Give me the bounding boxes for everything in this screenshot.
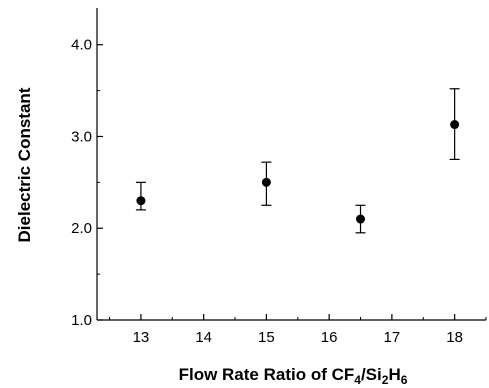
x-axis-title-part: /Si xyxy=(361,365,382,384)
marker xyxy=(261,177,271,187)
marker xyxy=(136,196,146,206)
x-tick-label: 13 xyxy=(133,329,150,346)
data-series xyxy=(135,88,460,234)
y-tick-label: 3.0 xyxy=(71,128,92,145)
x-axis-title: Flow Rate Ratio of CF4/Si2H6 xyxy=(179,365,408,387)
x-axis-title-subscript: 4 xyxy=(354,373,361,387)
data-point xyxy=(355,204,366,234)
x-axis-title-part: H xyxy=(388,365,400,384)
x-tick-label: 17 xyxy=(384,329,401,346)
y-axis: 1.0 2.0 3.0 4.0 xyxy=(71,37,103,329)
marker xyxy=(356,214,366,224)
x-axis: 13 14 15 16 17 18 xyxy=(109,314,487,346)
x-axis-title-subscript: 6 xyxy=(401,373,408,387)
marker xyxy=(450,120,460,130)
y-axis-title: Dielectric Constant xyxy=(15,87,34,242)
y-tick-label: 4.0 xyxy=(71,37,92,54)
y-tick-label: 2.0 xyxy=(71,220,92,237)
x-tick-label: 15 xyxy=(258,329,275,346)
x-tick-label: 18 xyxy=(446,329,463,346)
x-tick-label: 16 xyxy=(321,329,338,346)
x-axis-title-part: Flow Rate Ratio of CF xyxy=(179,365,355,384)
plot-frame xyxy=(96,8,486,321)
y-tick-label: 1.0 xyxy=(71,312,92,329)
x-axis-title-subscript: 2 xyxy=(382,373,389,387)
data-point xyxy=(261,161,272,206)
x-tick-label: 14 xyxy=(195,329,212,346)
data-point xyxy=(135,181,146,211)
data-point xyxy=(449,88,460,161)
